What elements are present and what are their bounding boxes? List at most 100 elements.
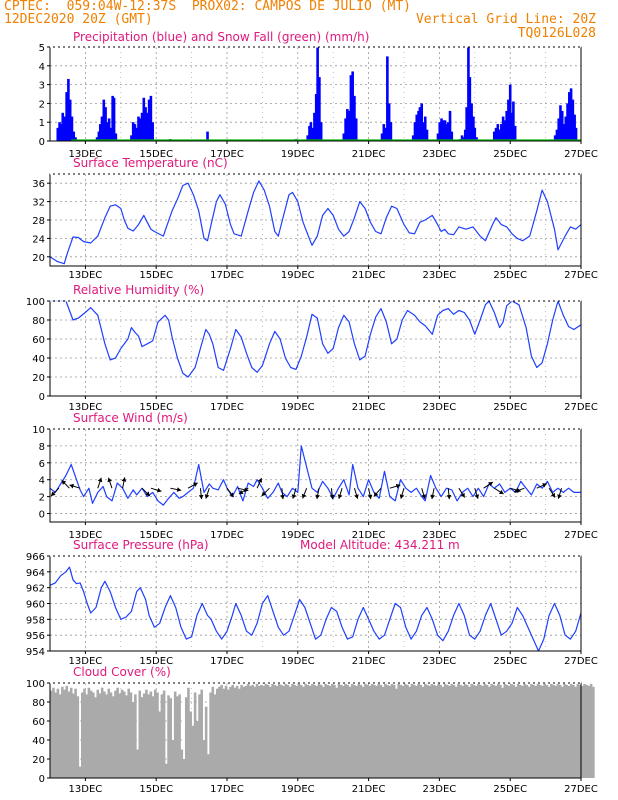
cloud-bar xyxy=(184,697,188,778)
wind-arrow xyxy=(121,477,127,489)
cloud-bar xyxy=(291,683,294,778)
wind-arrow-head xyxy=(51,491,56,496)
cloud-bar xyxy=(538,684,542,778)
y-tick-label: 2 xyxy=(39,99,45,110)
precip-bar xyxy=(342,133,346,141)
precip-bar xyxy=(386,56,389,141)
x-tick-label: 17DEC xyxy=(210,402,244,413)
wind-arrow xyxy=(204,488,210,499)
x-tick-label: 19DEC xyxy=(281,784,315,795)
cloud-bar xyxy=(253,686,257,778)
cloud-bar xyxy=(441,686,445,778)
precip-bar xyxy=(131,122,135,141)
precip-bar xyxy=(149,95,153,141)
cloud-bar xyxy=(359,684,363,778)
precip-bar xyxy=(573,114,576,141)
wind-arrow-head xyxy=(550,492,555,498)
cloud-bar xyxy=(76,696,80,778)
precip-bar xyxy=(501,116,505,141)
y-tick-label: 32 xyxy=(32,198,45,209)
cloud-bar xyxy=(162,690,166,778)
cloud-bar xyxy=(249,685,252,778)
cloud-bar xyxy=(300,684,303,778)
x-tick-label: 17DEC xyxy=(210,270,244,281)
cloud-bar xyxy=(319,684,323,778)
cloud-bar xyxy=(384,683,387,778)
wind-arrow xyxy=(389,483,401,489)
wind-arrow-head xyxy=(421,494,427,499)
wind-arrow-head xyxy=(354,494,359,499)
precip-bar xyxy=(109,127,113,141)
cloud-bar xyxy=(472,684,476,778)
precip-bar xyxy=(206,131,209,141)
y-tick-label: 0 xyxy=(39,510,45,521)
wind-arrow-head xyxy=(238,489,244,495)
cloud-bar xyxy=(426,684,429,778)
precip-bar xyxy=(494,127,498,141)
cloud-bar xyxy=(304,683,307,778)
cloud-bar xyxy=(386,684,389,778)
cloud-bar xyxy=(255,683,259,778)
cloud-bar xyxy=(574,686,577,778)
precip-bar xyxy=(472,116,475,141)
cloud-bar xyxy=(96,689,100,778)
precip-bar xyxy=(425,129,429,141)
wind-arrow-head xyxy=(488,482,493,487)
wind-arrow xyxy=(141,487,151,497)
precip-bar xyxy=(571,99,575,141)
cloud-bar xyxy=(485,684,489,778)
x-tick-label: 19DEC xyxy=(281,530,315,541)
precip-bar xyxy=(137,116,140,141)
cloud-bar xyxy=(151,696,155,778)
cloud-bar xyxy=(169,698,173,778)
cloud-bar xyxy=(543,683,546,778)
y-tick-label: 966 xyxy=(26,552,45,563)
precip-bar xyxy=(568,92,571,141)
x-tick-label: 21DEC xyxy=(352,402,386,413)
cloud-bar xyxy=(339,684,343,778)
cloud-bar xyxy=(165,763,168,778)
cloud-bar xyxy=(567,685,571,778)
cloud-bar xyxy=(153,689,157,778)
y-tick-label: 6 xyxy=(39,459,45,470)
cloud-bar xyxy=(344,683,347,778)
y-tick-label: 954 xyxy=(26,647,45,658)
cloud-bar xyxy=(463,683,467,778)
wind-arrow-head xyxy=(430,494,436,499)
wind-arrow-head xyxy=(315,494,321,499)
cloud-bar xyxy=(432,684,436,778)
cloud-bar xyxy=(242,686,246,778)
precip-bar xyxy=(566,103,569,141)
precip-bar xyxy=(496,124,500,141)
x-tick-label: 17DEC xyxy=(210,656,244,667)
wind-arrow-head xyxy=(301,493,307,499)
precip-bar xyxy=(423,116,427,141)
precip-bar xyxy=(462,137,466,141)
cloud-bar xyxy=(50,690,53,778)
x-tick-label: 27DEC xyxy=(564,656,598,667)
cloud-bar xyxy=(167,695,170,778)
cloud-bar xyxy=(452,684,456,778)
wind-arrow-head xyxy=(460,492,465,498)
cloud-bar xyxy=(264,683,268,778)
precip-bar xyxy=(316,47,319,141)
wind-arrow xyxy=(107,477,113,489)
cloud-bar xyxy=(52,687,55,778)
cloud-bar xyxy=(412,684,416,778)
panel-title: Surface Temperature (nC) xyxy=(73,156,228,170)
x-tick-label: 19DEC xyxy=(281,149,315,160)
wind-arrow xyxy=(458,487,466,498)
cloud-bar xyxy=(589,683,593,778)
x-tick-label: 21DEC xyxy=(352,784,386,795)
cloud-bar xyxy=(437,683,440,778)
series-line xyxy=(49,566,582,652)
cloud-bar xyxy=(211,686,215,778)
cloud-bar xyxy=(189,711,192,778)
cloud-bar xyxy=(131,702,135,778)
plot-frame xyxy=(49,428,582,523)
cloud-bar xyxy=(275,685,279,778)
cloud-bar xyxy=(118,693,122,778)
cloud-bar xyxy=(558,684,562,778)
cloud-bar xyxy=(578,684,582,778)
cloud-bar xyxy=(196,721,199,778)
